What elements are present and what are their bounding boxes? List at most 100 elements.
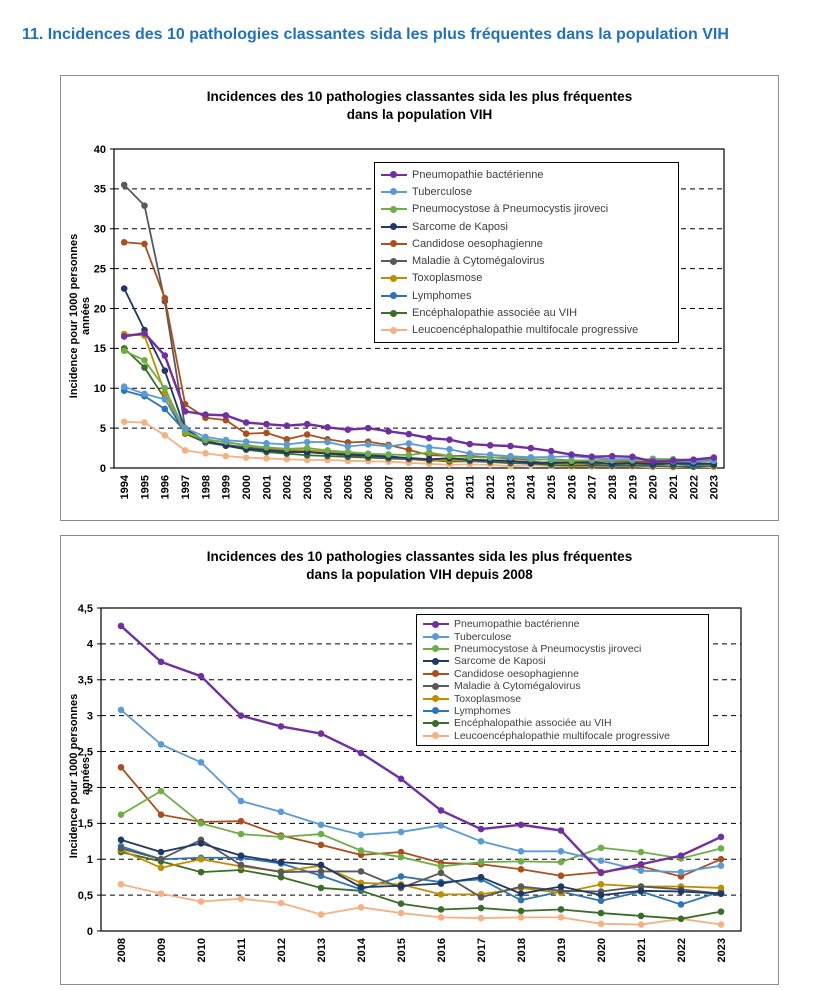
x-tick-label: 2008 xyxy=(404,475,416,499)
data-point xyxy=(710,454,718,461)
data-point xyxy=(466,440,474,448)
data-point xyxy=(446,445,453,453)
data-point xyxy=(517,865,525,873)
data-point xyxy=(425,443,433,451)
data-point xyxy=(222,436,230,444)
data-point xyxy=(357,749,365,757)
legend-item: Candidose oesophagienne xyxy=(423,668,702,680)
x-tick-label: 2018 xyxy=(607,475,619,499)
data-point xyxy=(588,453,596,460)
legend-dot-icon xyxy=(432,620,439,628)
x-tick-label: 2018 xyxy=(516,938,528,962)
data-point xyxy=(446,452,453,460)
data-point xyxy=(317,884,325,892)
data-point xyxy=(357,904,365,911)
chart-2-legend: Pneumopathie bactérienne Tuberculose Pneum… xyxy=(416,614,709,746)
plot-border xyxy=(100,607,742,932)
data-point xyxy=(437,880,445,887)
data-point xyxy=(437,914,445,921)
data-point xyxy=(157,811,165,819)
data-point xyxy=(597,909,605,917)
data-point xyxy=(437,807,445,814)
series-line xyxy=(120,851,722,920)
legend-item: Tuberculose xyxy=(423,631,702,643)
x-tick-label: 2005 xyxy=(343,475,355,499)
data-point xyxy=(157,658,165,666)
legend-item: Encéphalopathie associée au VIH xyxy=(423,717,702,729)
data-point xyxy=(557,827,565,834)
series-line xyxy=(123,349,714,462)
legend-marker-icon xyxy=(423,620,449,628)
data-point xyxy=(141,419,148,426)
y-tick-label: 40 xyxy=(94,144,106,156)
x-tick-label: 2011 xyxy=(236,938,248,962)
series-line xyxy=(123,385,714,463)
data-point xyxy=(317,821,325,829)
chart-2-title-line2: dans la population VIH depuis 2008 xyxy=(306,567,533,582)
y-tick-label: 0,5 xyxy=(78,890,93,902)
data-point xyxy=(637,887,645,895)
data-point xyxy=(597,897,605,905)
data-point xyxy=(303,456,311,464)
data-point xyxy=(629,453,636,461)
y-tick-label: 10 xyxy=(94,383,106,395)
y-tick-label: 5 xyxy=(100,423,106,435)
data-point xyxy=(197,820,205,827)
data-point xyxy=(397,873,405,880)
x-tick-label: 2002 xyxy=(282,475,294,499)
series-line xyxy=(123,347,714,468)
legend-dot-icon xyxy=(390,309,397,317)
data-point xyxy=(237,797,245,805)
data-point xyxy=(117,881,125,888)
data-point xyxy=(237,830,245,838)
data-point xyxy=(277,808,285,816)
data-point xyxy=(117,622,125,630)
y-tick-label: 15 xyxy=(94,343,106,355)
legend-marker-icon xyxy=(423,657,449,665)
data-point xyxy=(437,822,445,829)
x-tick-label: 1999 xyxy=(221,475,233,499)
x-tick-label: 2021 xyxy=(668,475,680,499)
y-tick-label: 30 xyxy=(94,224,106,236)
series-line xyxy=(123,331,714,463)
chart-2-figure: Incidences des 10 pathologies classantes… xyxy=(60,535,779,985)
data-point xyxy=(277,868,285,876)
data-point xyxy=(425,434,433,442)
data-point xyxy=(277,899,285,907)
legend-dot-icon xyxy=(390,240,397,248)
data-point xyxy=(277,858,285,866)
data-point xyxy=(117,811,125,819)
x-tick-label: 2013 xyxy=(505,475,517,499)
series-line xyxy=(120,838,722,897)
data-point xyxy=(425,455,433,463)
legend-label: Sarcome de Kaposi xyxy=(412,220,508,233)
chart-1-title-line2: dans la population VIH xyxy=(346,107,493,122)
data-point xyxy=(197,868,205,876)
data-point xyxy=(120,418,128,426)
data-point xyxy=(437,906,445,913)
data-point xyxy=(677,888,685,895)
data-point xyxy=(303,431,311,438)
data-point xyxy=(181,424,189,432)
data-point xyxy=(717,845,725,852)
legend-marker-icon xyxy=(381,326,407,334)
x-tick-label: 2022 xyxy=(676,938,688,962)
legend-item: Lymphomes xyxy=(381,290,672,302)
chart-1-figure: Incidences des 10 pathologies classantes… xyxy=(60,75,779,521)
legend-dot-icon xyxy=(390,292,397,300)
data-point xyxy=(597,857,605,864)
legend-marker-icon xyxy=(381,274,407,282)
x-tick-label: 2000 xyxy=(241,475,253,499)
x-tick-label: 2007 xyxy=(383,475,395,499)
legend-label: Candidose oesophagienne xyxy=(454,667,579,680)
data-point xyxy=(117,836,125,844)
data-point xyxy=(197,672,205,680)
data-point xyxy=(324,424,331,431)
y-tick-label: 35 xyxy=(94,184,106,196)
legend-dot-icon xyxy=(390,274,397,282)
x-tick-label: 1998 xyxy=(200,475,212,499)
data-point xyxy=(357,883,365,891)
y-tick-label: 4,5 xyxy=(78,603,93,615)
data-point xyxy=(557,872,565,880)
legend-label: Leucoencéphalopathie multifocale progres… xyxy=(412,324,639,337)
